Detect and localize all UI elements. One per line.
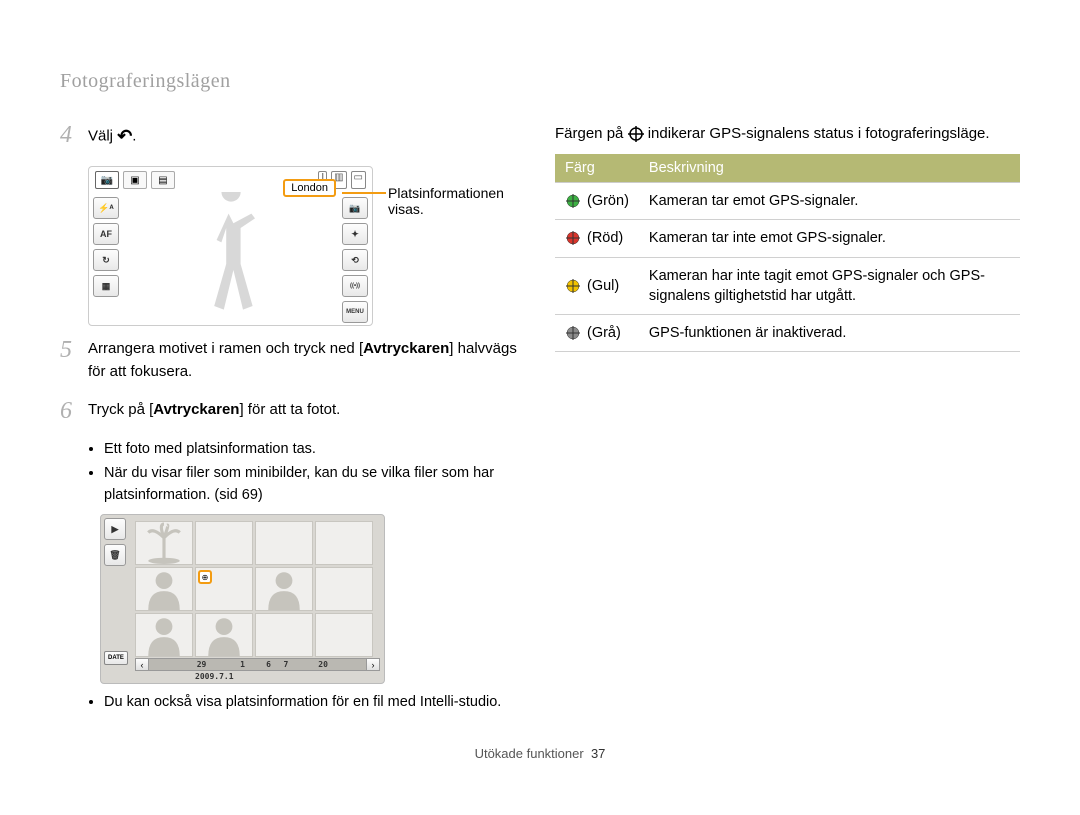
step-4: 4 Välj ↶.: [60, 123, 525, 150]
step-number: 4: [60, 123, 78, 150]
table-row: (Grön) Kameran tar emot GPS-signaler.: [555, 183, 1020, 220]
thumbnail-cell[interactable]: [315, 567, 373, 611]
gps-status-table: Färg Beskrivning (Grön) Kameran tar emot …: [555, 154, 1020, 352]
slider-tick: 29: [197, 660, 207, 669]
camera-side-button[interactable]: ⚡ᴬ: [93, 197, 119, 219]
thumbnail-cell[interactable]: [135, 521, 193, 565]
thumbnail-cell[interactable]: [135, 613, 193, 657]
thumbnail-cell[interactable]: [195, 613, 253, 657]
step-5: 5 Arrangera motivet i ramen och tryck ne…: [60, 338, 525, 383]
step6-bold: Avtryckaren: [153, 401, 239, 418]
camera-screen: 📷▣▤ I▥▭ ⚡ᴬAF↻▦ 📷✦⟲((•))MENU London Plats…: [88, 166, 373, 326]
step5-bold: Avtryckaren: [363, 340, 449, 357]
step5-text1: Arrangera motivet i ramen och tryck ned …: [88, 340, 363, 357]
slider-tick: 20: [318, 660, 328, 669]
slider-tick: 6: [266, 660, 271, 669]
table-row: (Grå) GPS-funktionen är inaktiverad.: [555, 315, 1020, 352]
date-readout: 2009.7.1: [135, 672, 380, 681]
thumbnail-screen: ▶ 🗑 DATE ⊕ ‹ 29 1 6 7 20 › 2009.7.1: [100, 514, 385, 684]
slider-prev-icon[interactable]: ‹: [135, 658, 149, 671]
color-description: Kameran tar emot GPS-signaler.: [639, 183, 1020, 220]
camera-mode-tab[interactable]: 📷: [95, 171, 119, 189]
thumbnail-cell[interactable]: [255, 613, 313, 657]
bullet-list-2: Du kan också visa platsinformation för e…: [100, 692, 525, 714]
thumbnail-cell[interactable]: [315, 521, 373, 565]
right-column: Färgen på indikerar GPS-signalens status…: [555, 123, 1020, 716]
person-silhouette-icon: [191, 192, 271, 312]
status-indicator-icon: ▭: [351, 171, 366, 189]
gps-marker-icon: ⊕: [198, 570, 212, 584]
gps-status-icon: [565, 278, 581, 294]
bullet-item: Du kan också visa platsinformation för e…: [104, 692, 525, 714]
thumb-side-button[interactable]: ▶: [104, 518, 126, 540]
camera-side-button[interactable]: AF: [93, 223, 119, 245]
camera-side-button[interactable]: ▦: [93, 275, 119, 297]
camera-mode-tab[interactable]: ▣: [123, 171, 147, 189]
color-description: Kameran tar inte emot GPS-signaler.: [639, 220, 1020, 257]
table-row: (Röd) Kameran tar inte emot GPS-signaler.: [555, 220, 1020, 257]
section-title: Fotograferingslägen: [60, 70, 1020, 93]
left-column: 4 Välj ↶. 📷▣▤ I▥▭ ⚡ᴬAF↻▦ 📷✦⟲((•))MENU Lo…: [60, 123, 525, 716]
step-number: 6: [60, 399, 78, 423]
camera-side-button[interactable]: ↻: [93, 249, 119, 271]
camera-side-button[interactable]: 📷: [342, 197, 368, 219]
location-badge: London: [283, 179, 336, 197]
gps-status-icon: [565, 193, 581, 209]
slider-tick: 1: [240, 660, 245, 669]
thumbnail-cell[interactable]: [135, 567, 193, 611]
bullet-list-1: Ett foto med platsinformation tas.När du…: [100, 439, 525, 506]
slider-tick: 7: [284, 660, 289, 669]
thumb-side-button[interactable]: 🗑: [104, 544, 126, 566]
thumbnail-cell[interactable]: [255, 567, 313, 611]
table-header-color: Färg: [555, 154, 639, 183]
color-label: (Grön): [587, 191, 629, 211]
gps-intro: Färgen på indikerar GPS-signalens status…: [555, 123, 1020, 144]
thumbnail-cell[interactable]: [315, 613, 373, 657]
color-label: (Röd): [587, 228, 623, 248]
page-footer: Utökade funktioner 37: [60, 746, 1020, 761]
footer-page-number: 37: [591, 746, 605, 761]
date-button[interactable]: DATE: [104, 651, 128, 665]
step-6: 6 Tryck på [Avtryckaren] för att ta foto…: [60, 399, 525, 423]
gps-status-icon: [565, 230, 581, 246]
camera-side-button[interactable]: ((•)): [342, 275, 368, 297]
bullet-item: När du visar filer som minibilder, kan d…: [104, 463, 525, 507]
thumbnail-cell[interactable]: [195, 521, 253, 565]
slider-next-icon[interactable]: ›: [366, 658, 380, 671]
color-description: Kameran har inte tagit emot GPS-signaler…: [639, 257, 1020, 315]
step6-text1: Tryck på [: [88, 401, 153, 418]
gps-status-icon: [565, 325, 581, 341]
back-icon: ↶: [117, 123, 132, 150]
date-slider[interactable]: ‹ 29 1 6 7 20 ›: [135, 658, 380, 671]
table-header-desc: Beskrivning: [639, 154, 1020, 183]
color-description: GPS-funktionen är inaktiverad.: [639, 315, 1020, 352]
camera-side-button[interactable]: MENU: [342, 301, 368, 323]
step-number: 5: [60, 338, 78, 383]
step6-text2: ] för att ta fotot.: [239, 401, 340, 418]
camera-side-button[interactable]: ✦: [342, 223, 368, 245]
gps-icon: [628, 126, 644, 142]
camera-mode-tab[interactable]: ▤: [151, 171, 175, 189]
location-callout: Platsinformationen visas.: [372, 185, 502, 217]
color-label: (Grå): [587, 323, 621, 343]
table-row: (Gul) Kameran har inte tagit emot GPS-sig…: [555, 257, 1020, 315]
thumbnail-cell[interactable]: [255, 521, 313, 565]
thumbnail-cell[interactable]: ⊕: [195, 567, 253, 611]
step4-text: Välj: [88, 127, 117, 144]
bullet-item: Ett foto med platsinformation tas.: [104, 439, 525, 461]
footer-label: Utökade funktioner: [475, 746, 584, 761]
color-label: (Gul): [587, 276, 619, 296]
camera-side-button[interactable]: ⟲: [342, 249, 368, 271]
